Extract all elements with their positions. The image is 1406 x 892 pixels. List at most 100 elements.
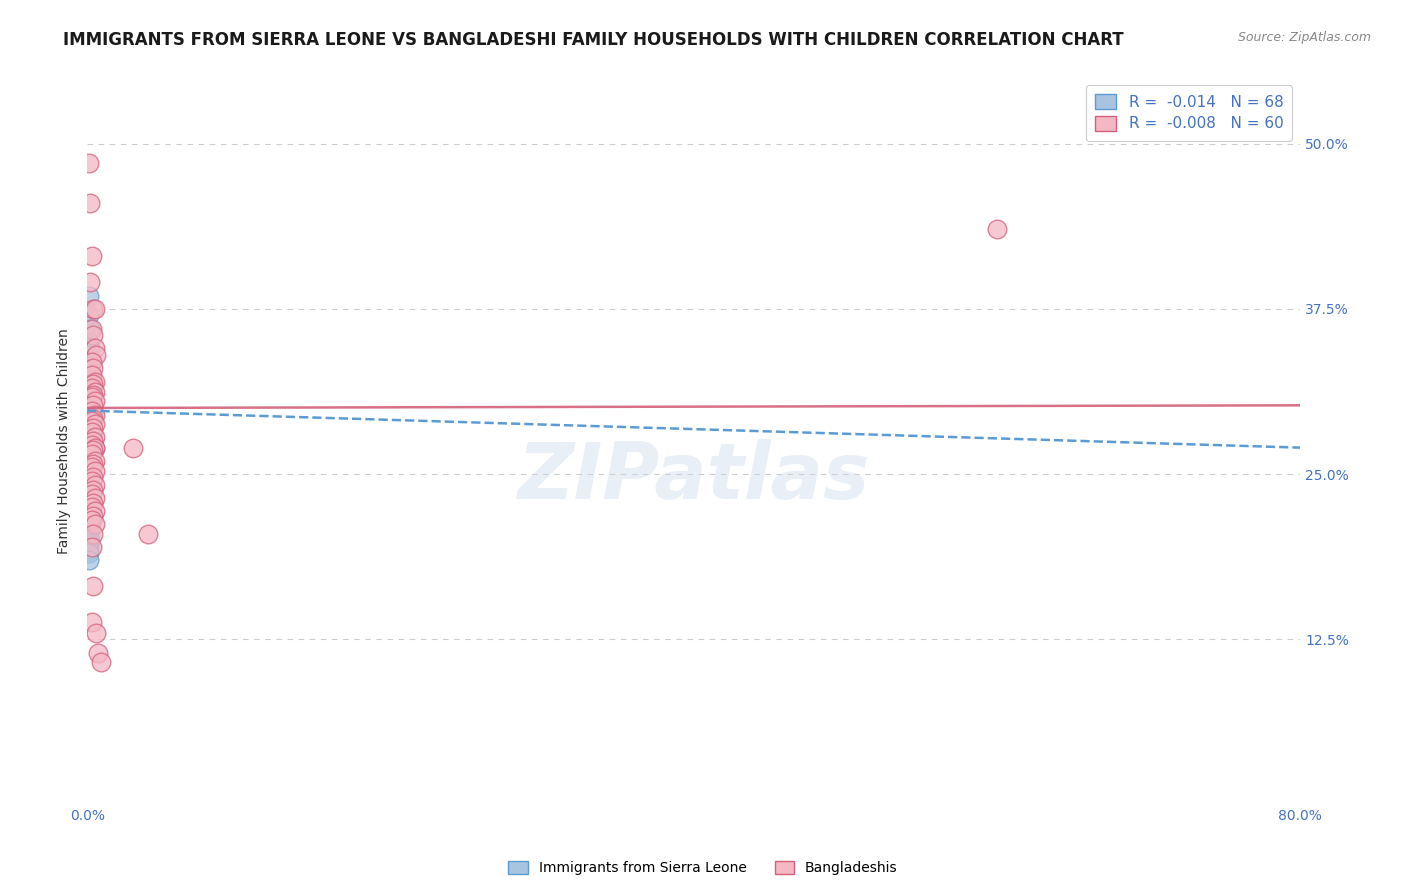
Point (80, 249, 103, 263)
Point (83, 394, 105, 409)
Point (83, 504, 105, 518)
Point (87, 646, 110, 660)
Point (77, 401, 100, 415)
Point (79, 513, 101, 527)
Point (79, 523, 101, 537)
Point (82, 509, 104, 524)
Point (80, 474, 103, 488)
Point (77, 509, 100, 524)
Point (82, 361, 104, 376)
Point (79, 414, 101, 428)
Point (77, 156, 100, 170)
Point (79, 493, 101, 508)
Point (84, 348, 107, 362)
Point (77, 520, 100, 534)
Point (82, 457, 104, 471)
Point (77, 309, 100, 323)
Point (82, 421, 104, 435)
Point (79, 354, 101, 368)
Point (77, 427, 100, 442)
Point (80, 447, 103, 461)
Point (79, 276, 101, 290)
Point (77, 391, 100, 405)
Point (77, 368, 100, 382)
Point (79, 465, 101, 479)
Point (77, 388, 100, 402)
Point (83, 430, 105, 444)
Point (77, 451, 100, 466)
Point (82, 496, 104, 510)
Point (83, 441, 105, 455)
Point (77, 348, 100, 362)
Point (79, 321, 101, 335)
Point (80, 615, 103, 629)
Point (79, 443, 101, 458)
Point (77, 421, 100, 435)
Point (80, 460, 103, 475)
Point (80, 388, 103, 402)
Point (136, 526, 159, 541)
Point (80, 425, 103, 439)
Legend: R =  -0.014   N = 68, R =  -0.008   N = 60: R = -0.014 N = 68, R = -0.008 N = 60 (1085, 85, 1292, 141)
Point (77, 543, 100, 558)
Point (77, 526, 100, 541)
Point (83, 441, 105, 455)
Legend: Immigrants from Sierra Leone, Bangladeshis: Immigrants from Sierra Leone, Bangladesh… (503, 855, 903, 880)
Point (80, 414, 103, 428)
Point (79, 196, 101, 211)
Point (82, 427, 104, 442)
Point (79, 434, 101, 448)
Point (77, 546, 100, 560)
Point (80, 500, 103, 515)
Point (77, 447, 100, 461)
Point (83, 491, 105, 505)
Point (77, 460, 100, 475)
Point (80, 391, 103, 405)
Point (77, 411, 100, 425)
Point (80, 403, 103, 417)
Point (77, 536, 100, 550)
Point (77, 334, 100, 349)
Point (82, 408, 104, 422)
Point (80, 321, 103, 335)
Point (77, 540, 100, 554)
Point (82, 301, 104, 316)
Point (77, 507, 100, 521)
Point (82, 579, 104, 593)
Point (82, 434, 104, 448)
Point (79, 533, 101, 548)
Point (82, 377, 104, 392)
Point (79, 454, 101, 468)
Point (79, 504, 101, 518)
Point (83, 408, 105, 422)
Point (77, 408, 100, 422)
Point (79, 474, 101, 488)
Point (77, 553, 100, 567)
Point (77, 377, 100, 392)
Point (82, 483, 104, 497)
Point (77, 438, 100, 452)
Point (79, 394, 101, 409)
Point (77, 417, 100, 431)
Point (79, 372, 101, 386)
Point (77, 491, 100, 505)
Point (77, 361, 100, 376)
Point (77, 381, 100, 395)
Point (77, 441, 100, 455)
Point (82, 526, 104, 541)
Point (83, 417, 105, 431)
Point (77, 288, 100, 302)
Point (83, 465, 105, 479)
Point (77, 398, 100, 412)
Point (77, 477, 100, 491)
Text: ZIPatlas: ZIPatlas (517, 440, 870, 516)
Point (77, 487, 100, 501)
Point (77, 469, 100, 483)
Point (121, 441, 143, 455)
Point (83, 517, 105, 532)
Point (80, 381, 103, 395)
Point (83, 375, 105, 389)
Point (77, 517, 100, 532)
Point (82, 398, 104, 412)
Point (79, 403, 101, 417)
